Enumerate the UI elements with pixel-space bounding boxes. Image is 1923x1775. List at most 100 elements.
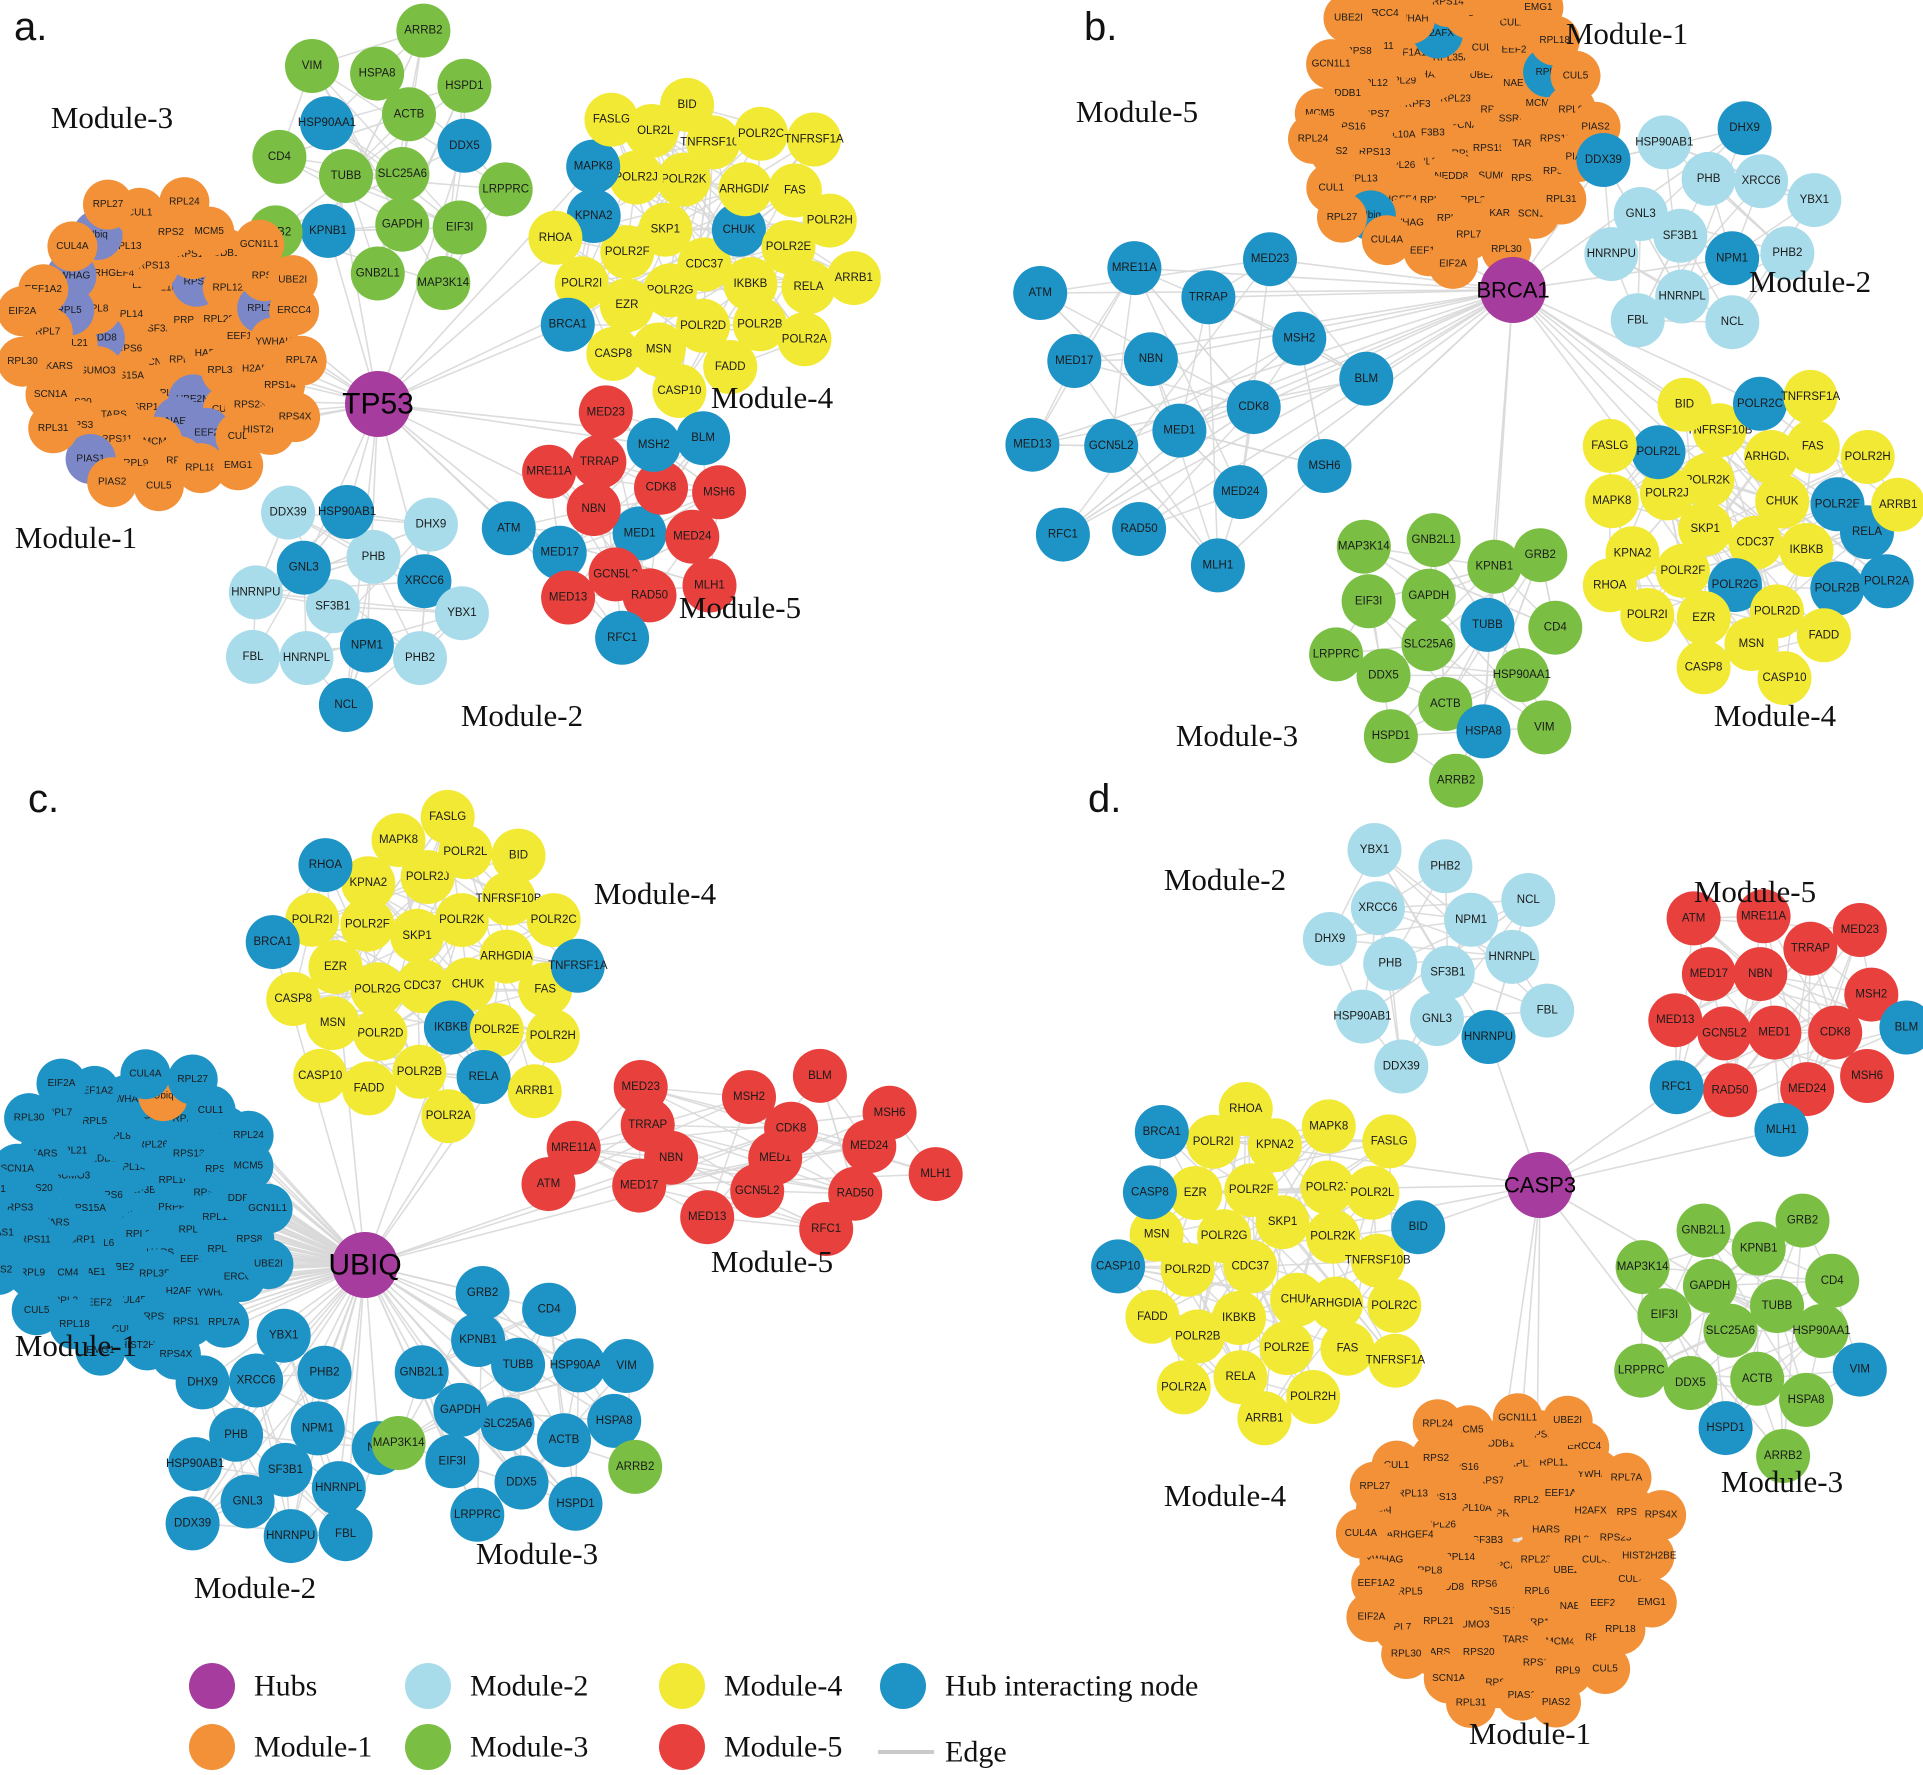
node-MAP3K14[interactable]	[1615, 1240, 1670, 1295]
node-POLR2L[interactable]	[1345, 1165, 1400, 1220]
node-RFC1[interactable]	[595, 610, 650, 665]
node-TNFRSF1A[interactable]	[787, 112, 841, 167]
node-TUBB[interactable]	[1750, 1279, 1804, 1333]
node-RPL31[interactable]	[28, 403, 79, 454]
node-PIAS2[interactable]	[1531, 1677, 1581, 1728]
node-DDX5[interactable]	[437, 118, 492, 173]
node-EIF3I[interactable]	[432, 200, 487, 255]
node-MED17[interactable]	[1047, 334, 1102, 388]
node-IKBKB[interactable]	[1779, 523, 1834, 577]
node-TRRAP[interactable]	[1783, 921, 1838, 976]
node-BLM[interactable]	[792, 1048, 847, 1103]
node-HSP90AB1[interactable]	[320, 485, 375, 539]
node-RPS4X[interactable]	[270, 392, 321, 443]
node-CASP8[interactable]	[266, 972, 321, 1026]
node-FASLG[interactable]	[584, 92, 639, 147]
node-UBE2I[interactable]	[1542, 1395, 1593, 1446]
node-POLR2A[interactable]	[1859, 554, 1914, 609]
node-FADD[interactable]	[1125, 1289, 1180, 1344]
node-POLR2H[interactable]	[802, 193, 857, 248]
node-TNFRSF10B[interactable]	[686, 115, 741, 170]
node-MED1[interactable]	[612, 506, 667, 561]
node-POLR2D[interactable]	[1160, 1242, 1215, 1297]
node-EIF2A[interactable]	[1428, 238, 1478, 289]
node-POLR2H[interactable]	[1840, 430, 1895, 484]
node-POLR2F[interactable]	[600, 225, 655, 280]
node-FAS[interactable]	[1320, 1321, 1375, 1376]
node-BLM[interactable]	[1339, 351, 1394, 406]
node-CUL5[interactable]	[1580, 1644, 1631, 1694]
node-UBE2I[interactable]	[267, 255, 318, 306]
node-CUL5[interactable]	[11, 1285, 62, 1336]
node-FAS[interactable]	[767, 163, 822, 218]
node-YBX1[interactable]	[1787, 173, 1842, 228]
node-RFC1[interactable]	[1035, 507, 1090, 562]
node-HSPA8[interactable]	[350, 46, 405, 101]
node-HIST2H2BE[interactable]	[1624, 1531, 1675, 1582]
node-CUL4A[interactable]	[120, 1049, 171, 1100]
node-DDX39[interactable]	[165, 1496, 220, 1551]
node-MSN[interactable]	[1724, 617, 1779, 671]
node-GNL3[interactable]	[1410, 992, 1464, 1046]
node-XRCC6[interactable]	[1734, 154, 1789, 209]
node-IKBKB[interactable]	[423, 1000, 478, 1055]
node-EIF3I[interactable]	[1637, 1288, 1692, 1343]
node-FBL[interactable]	[1610, 293, 1665, 348]
node-CHUK[interactable]	[1755, 474, 1810, 529]
node-CD4[interactable]	[252, 129, 307, 184]
node-PHB2[interactable]	[1760, 226, 1815, 281]
node-GCN5L2[interactable]	[730, 1163, 785, 1218]
node-GCN5L2[interactable]	[1084, 418, 1139, 473]
node-BLM[interactable]	[1879, 1000, 1923, 1055]
node-MED24[interactable]	[665, 509, 720, 564]
node-VIM[interactable]	[1832, 1342, 1887, 1397]
node-ACTB[interactable]	[537, 1413, 591, 1468]
node-EMG1[interactable]	[1626, 1577, 1677, 1628]
node-SKP1[interactable]	[1678, 502, 1733, 556]
node-MAPK8[interactable]	[1301, 1099, 1356, 1154]
node-LRPPRC[interactable]	[1309, 627, 1364, 682]
node-POLR2B[interactable]	[1170, 1309, 1225, 1364]
node-BLM[interactable]	[676, 411, 731, 466]
node-CDK8[interactable]	[1226, 380, 1281, 435]
node-GCN1L1[interactable]	[242, 1183, 293, 1234]
node-CUL5[interactable]	[1550, 50, 1601, 101]
node-MLH1[interactable]	[682, 558, 737, 613]
node-SLC25A6[interactable]	[1401, 617, 1456, 672]
node-MAPK8[interactable]	[1584, 474, 1639, 529]
node-TNFRSF1A[interactable]	[1368, 1333, 1423, 1388]
node-DDX39[interactable]	[1374, 1039, 1429, 1094]
node-RELA[interactable]	[781, 260, 836, 315]
node-RPS14[interactable]	[1423, 0, 1473, 27]
node-MED1[interactable]	[1152, 403, 1207, 458]
node-BID[interactable]	[1391, 1200, 1446, 1255]
node-PHB[interactable]	[1681, 151, 1736, 206]
node-RPL7A[interactable]	[199, 1297, 249, 1348]
node-GRB2[interactable]	[1775, 1193, 1830, 1248]
node-MSH6[interactable]	[692, 465, 747, 520]
node-KPNB1[interactable]	[1467, 539, 1522, 594]
node-NCL[interactable]	[1501, 873, 1556, 927]
node-FADD[interactable]	[342, 1061, 396, 1116]
node-MED23[interactable]	[613, 1060, 668, 1114]
node-RAD50[interactable]	[1703, 1063, 1757, 1118]
node-ATM[interactable]	[481, 501, 536, 556]
node-HNRNPU[interactable]	[1584, 227, 1639, 282]
node-HSPA8[interactable]	[1456, 704, 1511, 759]
node-CDK8[interactable]	[1808, 1005, 1863, 1060]
node-PHB2[interactable]	[393, 631, 447, 686]
node-MSN[interactable]	[1129, 1207, 1184, 1262]
node-MED17[interactable]	[1681, 947, 1736, 1002]
node-RPS4X[interactable]	[1636, 1490, 1687, 1541]
node-PIAS2[interactable]	[87, 457, 138, 508]
node-RAD50[interactable]	[622, 568, 677, 623]
node-MED13[interactable]	[1648, 993, 1703, 1048]
node-POLR2F[interactable]	[1224, 1163, 1279, 1218]
node-CASP10[interactable]	[652, 364, 707, 418]
node-GCN5L2[interactable]	[1697, 1006, 1752, 1061]
node-VIM[interactable]	[285, 39, 339, 93]
node-FASLG[interactable]	[420, 789, 475, 844]
node-MAP3K14[interactable]	[1336, 519, 1391, 574]
node-CASP10[interactable]	[1091, 1239, 1146, 1294]
node-RPL27[interactable]	[1349, 1461, 1400, 1512]
